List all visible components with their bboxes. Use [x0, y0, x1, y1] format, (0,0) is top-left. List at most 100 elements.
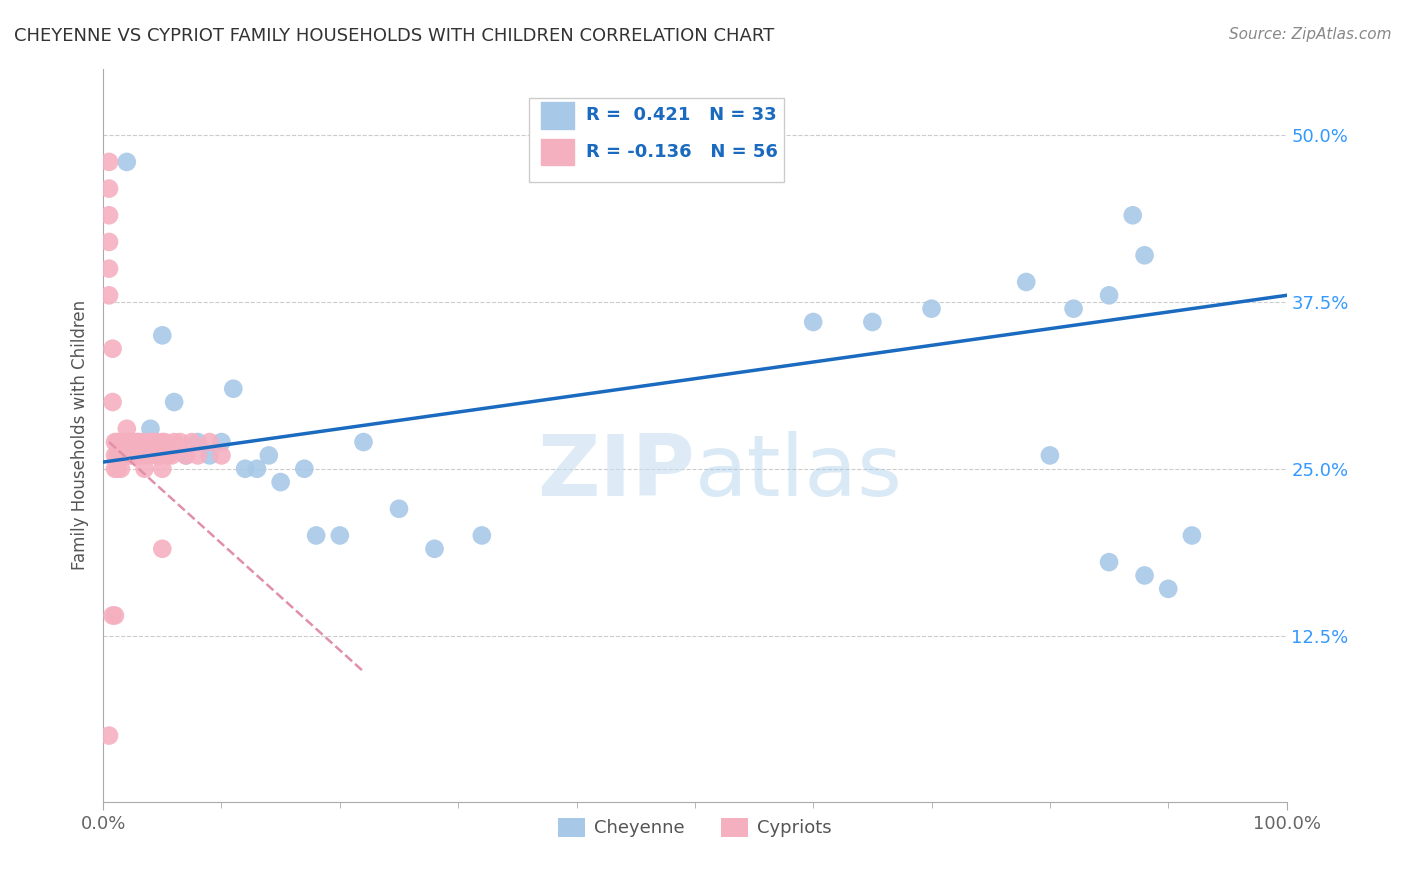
Point	[257, 449, 280, 463]
Bar	[541, 103, 574, 128]
Point	[198, 449, 221, 463]
Point	[101, 395, 124, 409]
Point	[150, 435, 173, 450]
Point	[105, 462, 128, 476]
Point	[153, 435, 176, 450]
Point	[222, 382, 245, 396]
Legend: Cheyenne, Cypriots: Cheyenne, Cypriots	[551, 811, 839, 845]
Point	[98, 235, 121, 249]
Point	[246, 462, 269, 476]
Point	[149, 449, 172, 463]
Point	[134, 462, 156, 476]
Point	[128, 435, 150, 450]
Text: ZIP: ZIP	[537, 431, 695, 514]
Point	[1181, 528, 1204, 542]
Point	[180, 435, 202, 450]
Point	[174, 449, 197, 463]
Point	[150, 462, 173, 476]
Point	[1039, 449, 1062, 463]
Text: CHEYENNE VS CYPRIOT FAMILY HOUSEHOLDS WITH CHILDREN CORRELATION CHART: CHEYENNE VS CYPRIOT FAMILY HOUSEHOLDS WI…	[14, 27, 775, 45]
Point	[157, 449, 180, 463]
Point	[115, 449, 138, 463]
Point	[118, 449, 141, 463]
Point	[198, 435, 221, 450]
Point	[423, 541, 446, 556]
Point	[98, 729, 121, 743]
Point	[145, 449, 167, 463]
Point	[110, 435, 132, 450]
Point	[233, 462, 256, 476]
Point	[125, 449, 148, 463]
Point	[305, 528, 328, 542]
Point	[110, 462, 132, 476]
Point	[353, 435, 375, 450]
Point	[1133, 248, 1156, 262]
Point	[121, 449, 143, 463]
Point	[121, 435, 143, 450]
Point	[115, 155, 138, 169]
Point	[101, 342, 124, 356]
Point	[1157, 582, 1180, 596]
Point	[98, 261, 121, 276]
Point	[187, 435, 209, 450]
Point	[1063, 301, 1085, 316]
Point	[1122, 208, 1144, 222]
Point	[921, 301, 943, 316]
Point	[292, 462, 315, 476]
Text: Source: ZipAtlas.com: Source: ZipAtlas.com	[1229, 27, 1392, 42]
Point	[174, 449, 197, 463]
Point	[98, 181, 121, 195]
Point	[471, 528, 494, 542]
Point	[115, 435, 138, 450]
Point	[110, 449, 132, 463]
Point	[1098, 288, 1121, 302]
Point	[128, 449, 150, 463]
Point	[105, 435, 128, 450]
Point	[104, 435, 127, 450]
Point	[104, 462, 127, 476]
Point	[150, 541, 173, 556]
Text: atlas: atlas	[695, 431, 903, 514]
Point	[1133, 568, 1156, 582]
Point	[98, 288, 121, 302]
Point	[145, 435, 167, 450]
Point	[98, 208, 121, 222]
Bar	[541, 139, 574, 165]
Y-axis label: Family Households with Children: Family Households with Children	[72, 301, 89, 571]
Point	[125, 435, 148, 450]
Point	[105, 449, 128, 463]
Point	[104, 608, 127, 623]
Point	[118, 435, 141, 450]
Point	[211, 449, 233, 463]
Point	[98, 155, 121, 169]
Point	[163, 395, 186, 409]
Point	[169, 435, 191, 450]
Point	[388, 501, 411, 516]
Point	[1098, 555, 1121, 569]
Point	[187, 449, 209, 463]
Point	[114, 449, 136, 463]
FancyBboxPatch shape	[529, 98, 783, 182]
Point	[104, 449, 127, 463]
Text: R =  0.421   N = 33: R = 0.421 N = 33	[586, 106, 776, 125]
Point	[134, 449, 156, 463]
Point	[211, 435, 233, 450]
Point	[139, 422, 162, 436]
Point	[1015, 275, 1038, 289]
Point	[139, 435, 162, 450]
Point	[160, 449, 183, 463]
Point	[801, 315, 824, 329]
Point	[114, 435, 136, 450]
Point	[101, 608, 124, 623]
Point	[860, 315, 883, 329]
Point	[142, 435, 165, 450]
Text: R = -0.136   N = 56: R = -0.136 N = 56	[586, 144, 778, 161]
Point	[163, 435, 186, 450]
Point	[115, 422, 138, 436]
Point	[129, 435, 152, 450]
Point	[150, 328, 173, 343]
Point	[329, 528, 352, 542]
Point	[270, 475, 292, 489]
Point	[139, 449, 162, 463]
Point	[136, 435, 159, 450]
